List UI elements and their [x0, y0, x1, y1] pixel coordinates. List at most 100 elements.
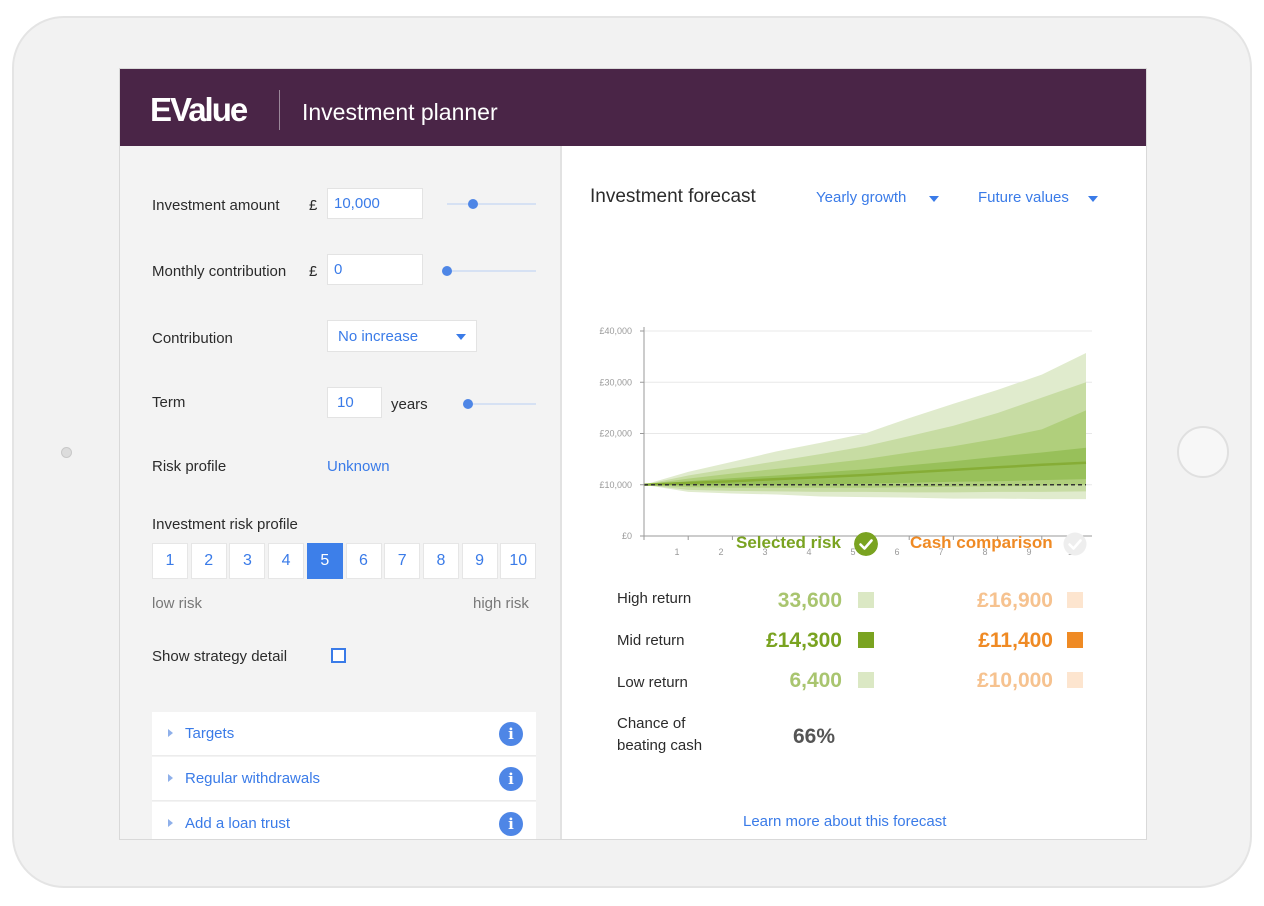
risk-level-7-button[interactable]: 7 [384, 543, 421, 579]
term-slider-handle[interactable] [463, 399, 473, 409]
header-divider [279, 90, 280, 130]
x-tick-label: 3 [762, 547, 767, 557]
investment-amount-label: Investment amount [152, 197, 280, 214]
future-values-dropdown[interactable]: Future values [978, 189, 1098, 206]
info-icon[interactable]: i [499, 812, 523, 836]
info-icon[interactable]: i [499, 767, 523, 791]
inputs-panel: Investment amount £ Monthly contribution… [120, 146, 562, 839]
monthly-contribution-label: Monthly contribution [152, 263, 287, 280]
cash-comparison-heading: Cash comparison [910, 533, 1053, 552]
low-risk-label: low risk [152, 595, 203, 612]
x-tick-label: 2 [718, 547, 723, 557]
risk-level-4-button[interactable]: 4 [268, 543, 305, 579]
low-return-selected: 6,400 [789, 669, 842, 692]
risk-level-1-button[interactable]: 1 [152, 543, 188, 579]
x-tick-label: 8 [982, 547, 987, 557]
show-strategy-checkbox[interactable] [331, 648, 346, 663]
chevron-right-icon [168, 729, 173, 737]
home-button[interactable] [1177, 426, 1229, 478]
high-return-cash-swatch [1067, 592, 1083, 608]
yearly-growth-label: Yearly growth [816, 189, 907, 206]
chance-value: 66% [793, 725, 836, 748]
camera-dot [61, 447, 72, 458]
investment-amount-input[interactable] [327, 188, 423, 219]
high-return-swatch [858, 592, 874, 608]
high-return-selected: 33,600 [777, 589, 842, 612]
y-tick-label: £30,000 [599, 377, 632, 387]
accordion-regular-withdrawals[interactable]: Regular withdrawals i [152, 757, 536, 801]
investment-amount-slider[interactable] [447, 199, 536, 209]
app-title: Investment planner [302, 99, 498, 125]
y-tick-label: £0 [622, 531, 632, 541]
forecast-chart: £0£10,000£20,000£30,000£40,0001234567891… [599, 326, 1092, 557]
y-tick-label: £40,000 [599, 326, 632, 336]
risk-level-10-button[interactable]: 10 [500, 543, 537, 579]
risk-level-3-button[interactable]: 3 [229, 543, 266, 579]
chevron-down-icon [929, 196, 939, 202]
learn-more-link[interactable]: Learn more about this forecast [743, 813, 947, 830]
check-circle-icon[interactable] [854, 532, 878, 556]
low-return-label: Low return [617, 674, 688, 691]
evalue-logo: EValue [150, 91, 248, 128]
contribution-label: Contribution [152, 330, 233, 347]
forecast-band-4 [644, 447, 1086, 486]
monthly-contribution-input[interactable] [327, 254, 423, 285]
x-tick-label: 5 [850, 547, 855, 557]
accordion-targets-label: Targets [185, 725, 235, 742]
mid-return-selected: £14,300 [766, 629, 842, 652]
term-label: Term [152, 394, 186, 411]
term-input[interactable] [327, 387, 382, 418]
accordion-loan-trust[interactable]: Add a loan trust i [152, 802, 536, 839]
investment-amount-slider-handle[interactable] [468, 199, 478, 209]
chance-label: Chance of beating cash [617, 715, 703, 754]
check-circle-icon[interactable] [1063, 532, 1087, 556]
app-screen: EValue Investment planner Investment amo… [119, 68, 1147, 840]
y-tick-label: £20,000 [599, 429, 632, 439]
mid-return-cash: £11,400 [978, 629, 1053, 652]
mid-return-cash-swatch [1067, 632, 1083, 648]
term-unit: years [391, 396, 428, 413]
risk-level-2-button[interactable]: 2 [190, 543, 227, 579]
chevron-right-icon [168, 774, 173, 782]
risk-level-9-button[interactable]: 9 [461, 543, 498, 579]
selected-risk-heading: Selected risk [736, 533, 841, 552]
future-values-label: Future values [978, 189, 1069, 206]
x-tick-label: 6 [894, 547, 899, 557]
high-risk-label: high risk [473, 595, 529, 612]
monthly-contribution-slider-handle[interactable] [442, 266, 452, 276]
yearly-growth-dropdown[interactable]: Yearly growth [816, 189, 939, 206]
investment-risk-profile-label: Investment risk profile [152, 516, 298, 533]
show-strategy-label: Show strategy detail [152, 648, 288, 665]
x-tick-label: 4 [806, 547, 811, 557]
chevron-down-icon [1088, 196, 1098, 202]
accordion-targets[interactable]: Targets i [152, 712, 536, 756]
contribution-select-value: No increase [338, 328, 419, 345]
risk-profile-label: Risk profile [152, 458, 227, 475]
risk-level-8-button[interactable]: 8 [422, 543, 459, 579]
low-return-cash-swatch [1067, 672, 1083, 688]
contribution-select[interactable]: No increase [327, 320, 477, 352]
accordion-withdrawals-label: Regular withdrawals [185, 770, 321, 787]
low-return-swatch [858, 672, 874, 688]
monthly-contribution-slider[interactable] [442, 266, 536, 276]
risk-level-6-button[interactable]: 6 [345, 543, 382, 579]
x-tick-label: 7 [938, 547, 943, 557]
accordion-loan-trust-label: Add a loan trust [185, 815, 291, 832]
mid-return-swatch [858, 632, 874, 648]
info-icon[interactable]: i [499, 722, 523, 746]
chevron-right-icon [168, 819, 173, 827]
risk-level-5-button[interactable]: 5 [306, 543, 343, 579]
investment-amount-currency: £ [309, 197, 318, 214]
monthly-contribution-currency: £ [309, 263, 318, 280]
forecast-title: Investment forecast [590, 186, 756, 207]
high-return-label: High return [617, 590, 692, 607]
y-tick-label: £10,000 [599, 480, 632, 490]
x-tick-label: 1 [674, 547, 679, 557]
mid-return-label: Mid return [617, 632, 685, 649]
low-return-cash: £10,000 [977, 669, 1053, 692]
term-slider[interactable] [463, 399, 536, 409]
median-line [643, 461, 1087, 487]
x-tick-label: 9 [1026, 547, 1031, 557]
app-header: EValue Investment planner [120, 69, 1146, 146]
risk-profile-link[interactable]: Unknown [327, 458, 390, 475]
